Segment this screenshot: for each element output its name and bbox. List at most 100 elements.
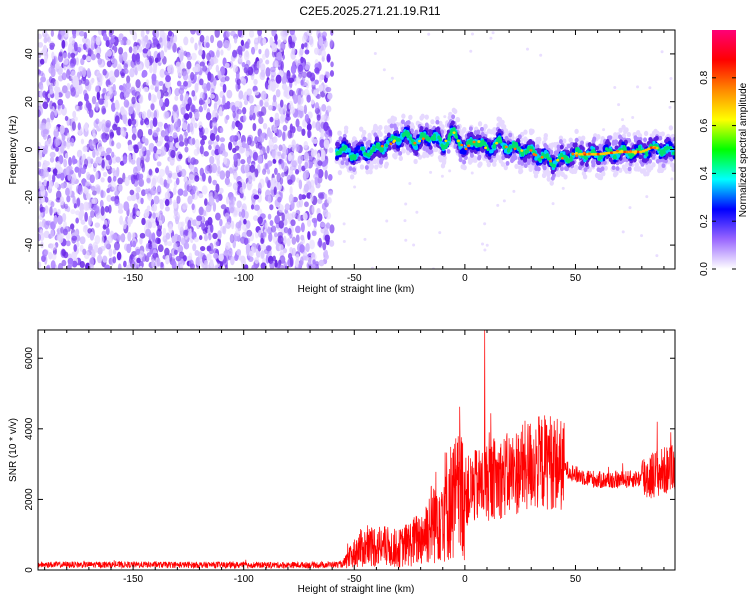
noise-blob xyxy=(123,260,127,268)
noise-speck xyxy=(668,105,672,109)
noise-blob xyxy=(256,110,263,118)
noise-blob xyxy=(44,55,48,64)
noise-blob xyxy=(262,231,267,238)
noise-blob xyxy=(271,43,278,53)
noise-blob xyxy=(156,89,161,100)
noise-speck xyxy=(373,52,377,56)
noise-blob xyxy=(238,90,244,100)
noise-blob xyxy=(274,259,278,268)
noise-blob xyxy=(136,58,141,65)
noise-blob xyxy=(100,177,105,183)
noise-blob xyxy=(262,53,266,60)
noise-blob xyxy=(131,127,137,134)
noise-blob xyxy=(182,71,189,81)
noise-blob xyxy=(325,222,331,229)
noise-blob xyxy=(268,104,274,111)
ridge-point xyxy=(421,153,427,159)
noise-blob xyxy=(38,33,42,40)
noise-blob xyxy=(146,149,151,157)
noise-blob xyxy=(330,61,334,68)
ridge-point xyxy=(389,123,394,129)
noise-blob xyxy=(299,256,304,266)
noise-blob xyxy=(131,96,136,105)
noise-blob xyxy=(132,31,138,42)
noise-blob xyxy=(194,63,201,73)
noise-blob xyxy=(93,244,99,253)
noise-blob xyxy=(83,224,88,231)
noise-blob xyxy=(286,86,291,92)
noise-speck xyxy=(491,31,495,35)
noise-blob xyxy=(233,153,238,162)
noise-blob xyxy=(289,247,293,254)
ridge-point xyxy=(625,161,630,168)
noise-blob xyxy=(172,186,177,196)
noise-blob xyxy=(203,233,209,242)
noise-blob xyxy=(243,218,247,225)
noise-blob xyxy=(277,196,282,203)
noise-blob xyxy=(108,248,113,257)
noise-blob xyxy=(101,159,105,169)
noise-blob xyxy=(218,253,224,262)
noise-blob xyxy=(287,129,293,139)
noise-blob xyxy=(199,34,205,43)
noise-blob xyxy=(79,260,85,268)
noise-blob xyxy=(183,242,190,250)
ridge-point xyxy=(533,173,539,179)
noise-blob xyxy=(282,146,289,156)
noise-blob xyxy=(179,84,185,91)
noise-blob xyxy=(325,211,332,220)
noise-blob xyxy=(67,172,72,182)
noise-blob xyxy=(329,70,335,77)
noise-blob xyxy=(179,93,184,102)
noise-blob xyxy=(198,49,203,56)
noise-blob xyxy=(155,30,160,39)
noise-blob xyxy=(168,252,173,262)
noise-blob xyxy=(213,252,219,259)
ridge-point xyxy=(549,180,554,186)
noise-blob xyxy=(171,260,177,269)
noise-blob xyxy=(193,236,199,243)
noise-blob xyxy=(234,229,241,237)
noise-blob xyxy=(130,158,136,165)
noise-blob xyxy=(298,193,303,201)
noise-blob xyxy=(232,49,238,58)
noise-blob xyxy=(127,118,132,127)
noise-blob xyxy=(205,205,212,213)
noise-blob xyxy=(132,240,137,248)
noise-blob xyxy=(244,264,249,269)
noise-blob xyxy=(260,69,266,78)
noise-blob xyxy=(280,30,284,37)
noise-blob xyxy=(305,79,310,89)
noise-blob xyxy=(60,182,67,189)
noise-speck xyxy=(385,219,389,223)
noise-blob xyxy=(222,225,227,235)
noise-blob xyxy=(148,55,155,64)
noise-blob xyxy=(75,57,79,66)
noise-blob xyxy=(199,61,205,67)
noise-blob xyxy=(114,185,120,196)
ridge-point xyxy=(513,155,518,160)
noise-blob xyxy=(237,54,243,63)
noise-blob xyxy=(188,122,194,133)
noise-blob xyxy=(134,91,141,100)
noise-blob xyxy=(259,99,264,107)
noise-blob xyxy=(176,195,181,204)
noise-blob xyxy=(225,241,231,250)
noise-blob xyxy=(201,185,208,195)
noise-blob xyxy=(102,32,108,41)
noise-blob xyxy=(237,122,243,131)
noise-blob xyxy=(244,163,250,173)
noise-blob xyxy=(215,134,220,142)
noise-blob xyxy=(115,101,120,111)
ridge-point xyxy=(480,148,485,153)
noise-blob xyxy=(108,70,115,81)
ridge-point xyxy=(359,126,364,132)
noise-blob xyxy=(57,98,64,106)
noise-blob xyxy=(116,166,120,177)
noise-blob xyxy=(303,140,309,149)
noise-speck xyxy=(617,103,621,107)
noise-blob xyxy=(59,125,65,135)
noise-speck xyxy=(660,50,664,54)
ridge-point xyxy=(387,145,392,151)
noise-blob xyxy=(145,228,152,237)
